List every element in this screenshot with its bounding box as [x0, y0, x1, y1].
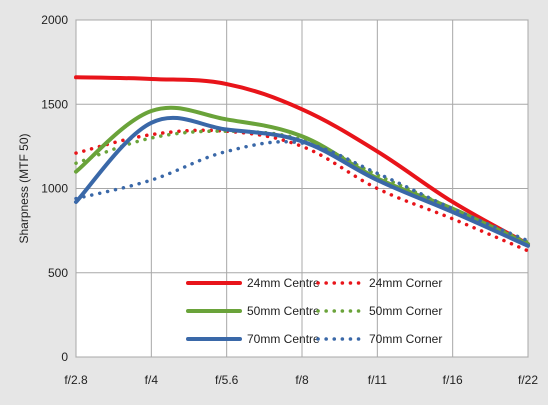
series-line-70mm-corner	[74, 139, 530, 243]
x-tick-label: f/5.6	[215, 373, 239, 387]
y-tick-label: 2000	[41, 13, 68, 27]
x-tick-label: f/22	[518, 373, 538, 387]
legend-label: 70mm Corner	[369, 332, 442, 346]
legend-label: 50mm Centre	[247, 304, 320, 318]
y-axis-title: Sharpness (MTF 50)	[17, 133, 31, 243]
x-tick-label: f/4	[145, 373, 159, 387]
x-tick-label: f/2.8	[64, 373, 88, 387]
series-line-24mm-centre	[74, 75, 530, 247]
legend-label: 70mm Centre	[247, 332, 320, 346]
legend-label: 24mm Corner	[369, 276, 442, 290]
y-tick-label: 1500	[41, 97, 68, 111]
x-tick-label: f/11	[368, 373, 387, 387]
series-line-70mm-centre	[74, 115, 530, 248]
tick-labels: 0 500 1000 1500 2000 f/2.8 f/4 f/5.6 f/8 f/11 f/16…	[41, 13, 538, 387]
y-tick-label: 1000	[41, 182, 68, 196]
x-tick-label: f/16	[443, 373, 463, 387]
y-tick-label: 0	[61, 350, 68, 364]
series-line-24mm-corner	[74, 128, 530, 253]
legend-label: 24mm Centre	[247, 276, 320, 290]
legend: 24mm Centre 24mm Corner 50mm Centre 50mm Co…	[186, 276, 442, 346]
legend-label: 50mm Corner	[369, 304, 442, 318]
y-tick-label: 500	[48, 266, 68, 280]
x-tick-label: f/8	[295, 373, 309, 387]
series-lines	[74, 75, 530, 253]
